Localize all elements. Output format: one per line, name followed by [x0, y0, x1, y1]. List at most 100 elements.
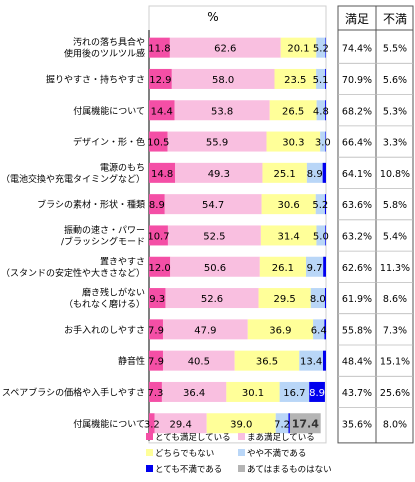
satisfied-value: 43.7%	[342, 388, 372, 399]
data-label: 12.9	[149, 75, 171, 86]
satisfied-value: 63.6%	[342, 200, 372, 211]
dissatisfied-value: 5.4%	[383, 231, 407, 242]
data-label: 5.2	[312, 200, 328, 211]
data-label: 16.7	[283, 388, 305, 399]
satisfied-value: 62.6%	[342, 263, 372, 274]
data-label: 55.9	[206, 138, 228, 149]
data-label: 20.1	[287, 44, 309, 55]
data-label: 47.9	[194, 325, 216, 336]
satisfied-value: 66.4%	[342, 138, 372, 149]
category-label: 握りやすさ・持ちやすさ	[46, 73, 145, 85]
bar-segment	[169, 37, 281, 58]
category-label: （もれなく磨ける）	[64, 299, 145, 310]
data-label: 26.1	[272, 263, 294, 274]
bar-segment	[322, 350, 326, 371]
bar-segment	[260, 225, 317, 246]
bar-segment	[280, 37, 317, 58]
data-label: 4.8	[313, 106, 329, 117]
bar-segment	[170, 256, 260, 277]
data-label: 49.3	[208, 169, 230, 180]
data-label: 31.4	[278, 231, 300, 242]
data-label: 52.6	[201, 294, 223, 305]
data-label: 12.0	[148, 263, 170, 274]
satisfied-value: 48.4%	[342, 357, 372, 368]
bar-segment	[149, 100, 175, 121]
bar-segment	[259, 256, 306, 277]
data-label: 36.4	[183, 388, 205, 399]
legend-swatch	[238, 465, 245, 472]
data-label: 53.8	[211, 106, 233, 117]
data-label: 30.6	[278, 200, 300, 211]
bar-segment	[149, 37, 170, 58]
bar-segment	[320, 131, 326, 152]
dissatisfied-value: 3.3%	[383, 138, 407, 149]
data-label: 7.3	[148, 388, 164, 399]
bar-segment	[149, 350, 163, 371]
data-label: 17.4	[292, 417, 319, 430]
bar-segment	[324, 319, 326, 340]
category-label: 付属機能について	[73, 105, 145, 117]
data-label: 13.4	[300, 357, 322, 368]
data-label: 10.5	[147, 138, 169, 149]
bar-segment	[279, 381, 310, 402]
bar-segment	[324, 288, 326, 309]
bar-segment	[149, 288, 166, 309]
bar-segment	[162, 350, 235, 371]
bar-segment	[316, 225, 326, 246]
satisfied-value: 74.4%	[342, 44, 372, 55]
dissatisfied-value: 15.1%	[380, 357, 410, 368]
bar-segment	[165, 288, 259, 309]
satisfied-value: 35.6%	[342, 419, 372, 430]
bar-segment	[275, 413, 289, 434]
dissatisfied-value: 7.3%	[383, 325, 407, 336]
category-label: ブラシの素材・形状・種類	[37, 199, 145, 211]
category-label: デザイン・形・色	[73, 136, 145, 148]
bar-segment	[316, 100, 326, 121]
bar-segment	[316, 37, 326, 58]
bar-segment	[309, 381, 325, 402]
dissatisfied-value: 11.3%	[380, 263, 410, 274]
satisfied-value: 70.9%	[342, 75, 372, 86]
bar-segment	[261, 194, 316, 215]
data-label: 29.5	[274, 294, 296, 305]
bar-segment	[247, 319, 314, 340]
bar-segment	[306, 162, 323, 183]
bar-segment	[266, 131, 321, 152]
chart-title: %	[207, 10, 218, 24]
bar-segment	[322, 162, 326, 183]
bar-segment	[274, 68, 317, 89]
data-label: 29.4	[170, 419, 192, 430]
bar-segment	[149, 381, 162, 402]
data-label: 14.4	[151, 106, 173, 117]
category-label: 振動の速さ・パワー	[64, 224, 145, 236]
bar-segment	[226, 381, 280, 402]
bar-segment	[315, 194, 325, 215]
legend-label: あてはまるものはない	[247, 465, 332, 475]
bar-segment	[167, 225, 261, 246]
legend-swatch	[238, 433, 245, 440]
satisfied-value: 61.9%	[342, 294, 372, 305]
category-label: 汚れの落ち具合や	[73, 36, 145, 48]
data-label: 26.5	[282, 106, 304, 117]
bar-segment	[162, 319, 248, 340]
legend-label: とても満足している	[155, 433, 231, 443]
data-label: 5.1	[313, 75, 329, 86]
legend-label: とても不満である	[155, 465, 222, 475]
data-label: 9.3	[149, 294, 165, 305]
bar-segment	[325, 131, 326, 152]
category-label: 電源のもち	[100, 162, 145, 173]
data-label: 7.2	[274, 419, 290, 430]
bar-segment	[175, 162, 263, 183]
data-label: 8.9	[309, 388, 325, 399]
data-label: 7.9	[148, 357, 164, 368]
bar-segment	[310, 288, 325, 309]
bar-segment	[269, 100, 317, 121]
bar-segment	[316, 68, 326, 89]
data-label: 36.5	[256, 357, 278, 368]
data-label: 3.0	[315, 138, 331, 149]
dissatisfied-value: 5.3%	[383, 106, 407, 117]
bar-segment	[324, 194, 326, 215]
bar-segment	[289, 413, 321, 434]
bar-segment	[325, 100, 326, 121]
